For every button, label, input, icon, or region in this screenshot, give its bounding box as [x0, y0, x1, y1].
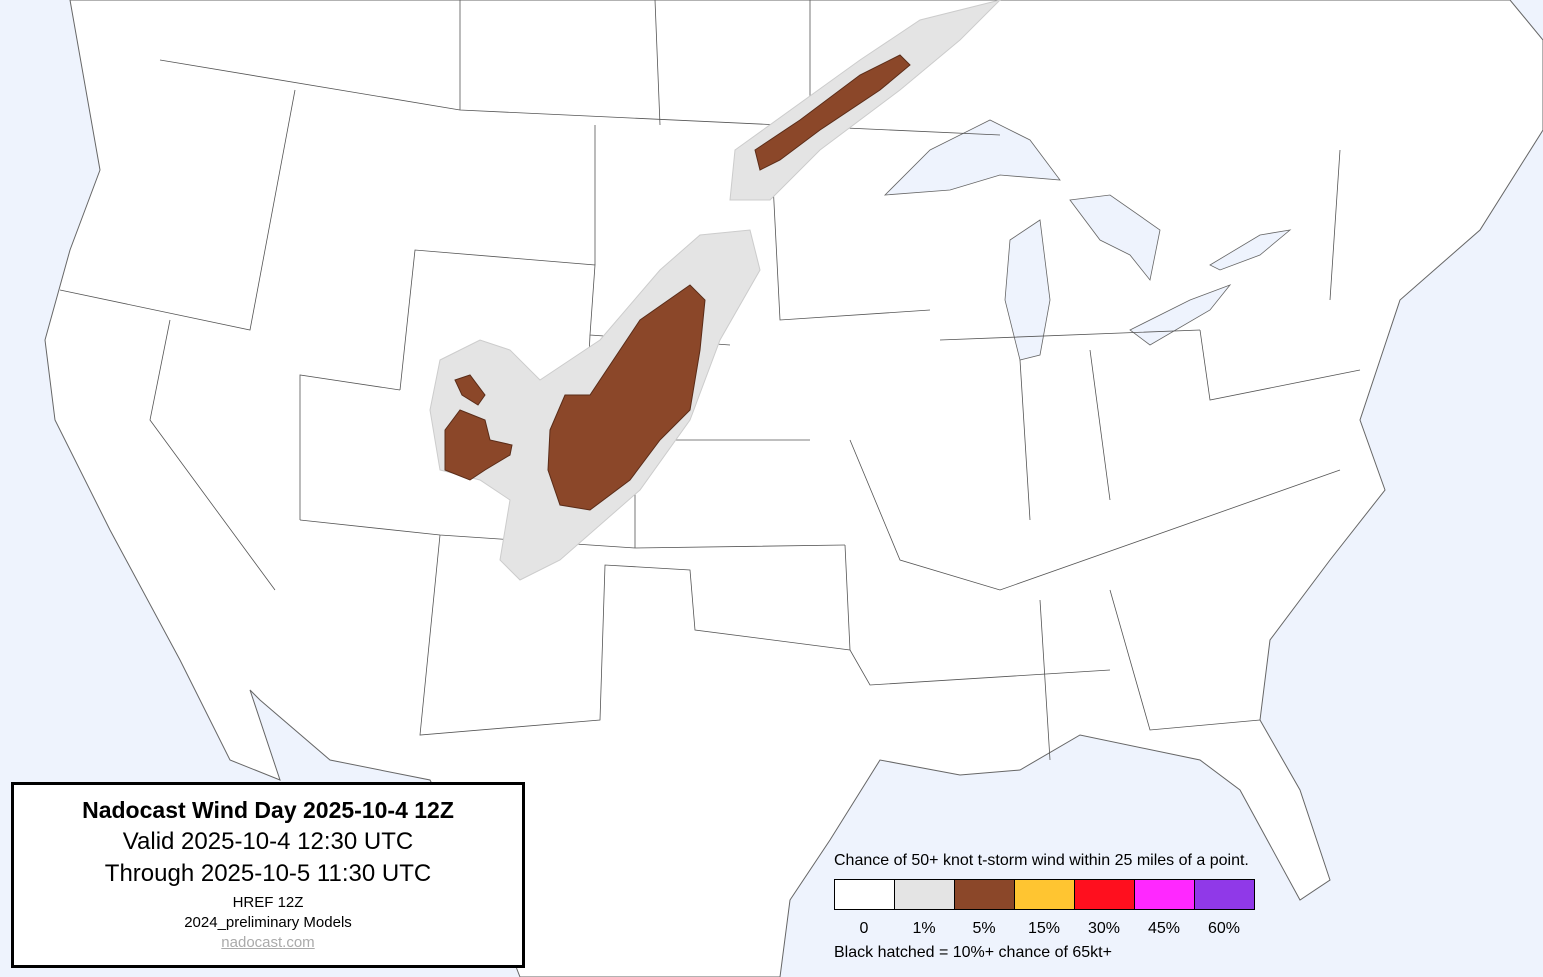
legend-label: 60% — [1207, 920, 1241, 937]
legend-note: Black hatched = 10%+ chance of 65kt+ — [834, 944, 1112, 961]
legend-label: 5% — [972, 920, 996, 937]
legend: Chance of 50+ knot t-storm wind within 2… — [834, 852, 1255, 962]
legend-label: 15% — [1027, 920, 1061, 937]
legend-label: 1% — [912, 920, 936, 937]
land-mass — [44, 0, 1543, 977]
legend-swatch — [835, 880, 895, 909]
wind-risk-5pct — [444, 54, 911, 511]
legend-swatch — [955, 880, 1015, 909]
nadocast-link[interactable]: nadocast.com — [221, 934, 315, 951]
legend-title: Chance of 50+ knot t-storm wind within 2… — [834, 852, 1249, 869]
legend-labels: 0 1% 5% 15% 30% 45% 60% — [834, 920, 1255, 938]
legend-label: 45% — [1147, 920, 1181, 937]
legend-label: 30% — [1087, 920, 1121, 937]
models-version: 2024_preliminary Models — [184, 914, 352, 931]
through-time: Through 2025-10-5 11:30 UTC — [104, 860, 432, 887]
legend-swatch — [1015, 880, 1075, 909]
model-run: HREF 12Z — [232, 894, 304, 911]
great-lakes — [883, 119, 1292, 361]
title-box: Nadocast Wind Day 2025-10-4 12Z Valid 20… — [11, 782, 525, 968]
legend-label: 0 — [859, 920, 869, 937]
legend-swatches — [834, 879, 1255, 910]
map-title: Nadocast Wind Day 2025-10-4 12Z — [82, 797, 454, 823]
legend-swatch — [1195, 880, 1254, 909]
legend-swatch — [1075, 880, 1135, 909]
legend-swatch — [895, 880, 955, 909]
legend-swatch — [1135, 880, 1195, 909]
valid-time: Valid 2025-10-4 12:30 UTC — [122, 828, 414, 855]
